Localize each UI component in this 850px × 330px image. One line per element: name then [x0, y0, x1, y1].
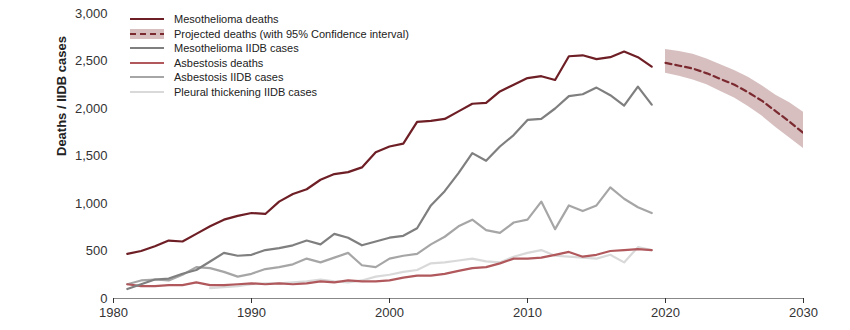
- svg-text:2000: 2000: [375, 305, 404, 320]
- html-text:Asbestosis IIDB cases: Asbestosis IIDB cases: [174, 71, 284, 83]
- html-text:Mesothelioma deaths: Mesothelioma deaths: [174, 13, 279, 25]
- html-text:Pleural thickening IIDB cases: Pleural thickening IIDB cases: [174, 85, 318, 98]
- html-text:Asbestosis deaths: Asbestosis deaths: [174, 56, 264, 69]
- svg-text:1,500: 1,500: [75, 148, 108, 163]
- svg-text:500: 500: [86, 243, 108, 258]
- html-text:Projected deaths (with 95% Con: Projected deaths (with 95% Confidence in…: [174, 27, 409, 40]
- svg-text:2010: 2010: [513, 305, 542, 320]
- svg-text:Deaths / IIDB cases: Deaths / IIDB cases: [54, 36, 69, 156]
- svg-text:2,500: 2,500: [75, 53, 108, 68]
- svg-text:2,000: 2,000: [75, 101, 108, 116]
- svg-text:1,000: 1,000: [75, 196, 108, 211]
- svg-text:0: 0: [100, 291, 107, 306]
- svg-text:1980: 1980: [99, 305, 128, 320]
- svg-text:2020: 2020: [651, 305, 680, 320]
- svg-text:1990: 1990: [237, 305, 266, 320]
- svg-text:2030: 2030: [789, 305, 818, 320]
- svg-text:3,000: 3,000: [75, 6, 108, 21]
- html-text:Mesothelioma IIDB cases: Mesothelioma IIDB cases: [174, 42, 299, 54]
